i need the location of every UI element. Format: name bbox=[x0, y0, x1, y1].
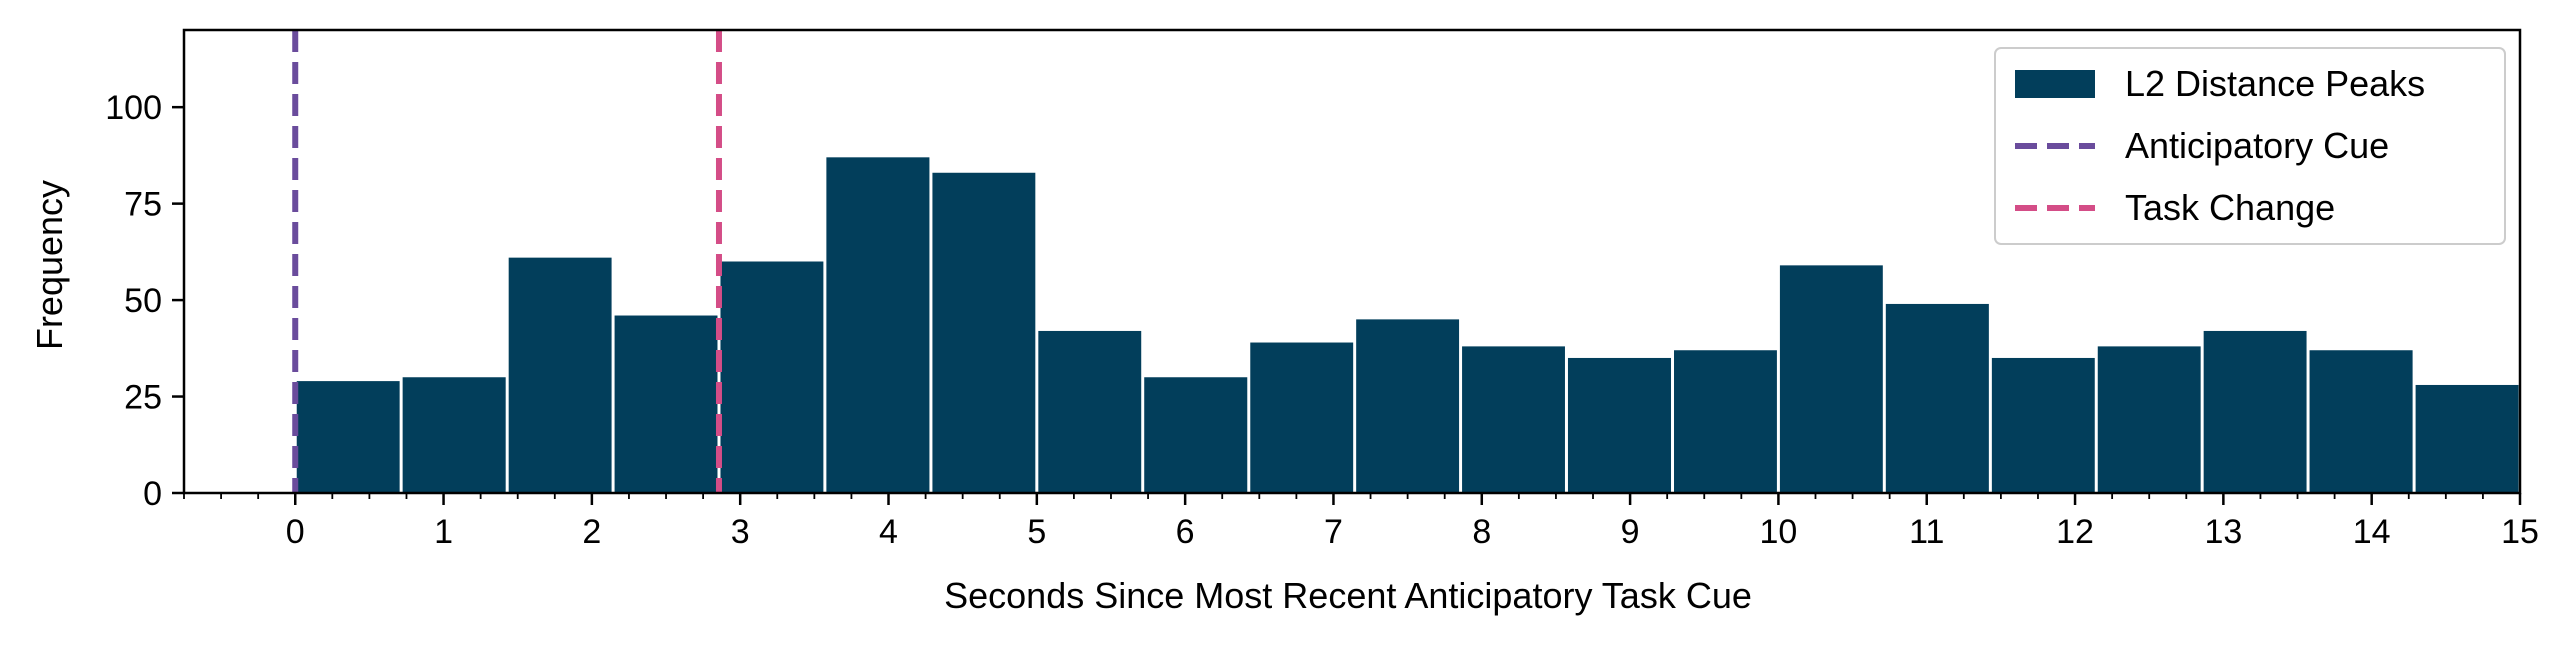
legend-label: Task Change bbox=[2125, 187, 2335, 228]
axes-layer bbox=[182, 28, 2522, 495]
histogram-bar bbox=[402, 377, 506, 493]
x-tick-label: 2 bbox=[582, 513, 601, 551]
histogram-bar bbox=[296, 381, 400, 493]
x-tick-label: 13 bbox=[2204, 513, 2242, 551]
x-axis-title: Seconds Since Most Recent Anticipatory T… bbox=[944, 575, 1752, 616]
reference-lines-layer bbox=[292, 30, 722, 493]
histogram-bar bbox=[1779, 265, 1883, 493]
bars-layer bbox=[296, 157, 2519, 493]
plot-frame bbox=[182, 28, 2522, 495]
x-tick-label: 4 bbox=[879, 513, 898, 551]
x-tick-label: 5 bbox=[1027, 513, 1046, 551]
x-tick-label: 9 bbox=[1621, 513, 1640, 551]
histogram-bar bbox=[1038, 330, 1142, 493]
legend-box bbox=[1994, 47, 2506, 245]
legend: L2 Distance Peaks Anticipatory Cue Task Ch… bbox=[1994, 47, 2506, 245]
y-tick-label: 25 bbox=[124, 379, 162, 417]
x-tick-label: 15 bbox=[2501, 513, 2539, 551]
histogram-bar bbox=[1674, 350, 1777, 493]
x-tick-label: 14 bbox=[2353, 513, 2391, 551]
histogram-bar bbox=[614, 315, 718, 493]
histogram-bar bbox=[1567, 357, 1672, 493]
x-tick-label: 8 bbox=[1472, 513, 1491, 551]
histogram-bar bbox=[2097, 346, 2201, 493]
x-tick-label: 6 bbox=[1176, 513, 1195, 551]
histogram-bar bbox=[1462, 346, 1565, 493]
histogram-bar bbox=[1991, 357, 2095, 493]
x-tick-label: 10 bbox=[1759, 513, 1797, 551]
histogram-bar bbox=[720, 261, 824, 493]
legend-label: L2 Distance Peaks bbox=[2125, 63, 2425, 104]
histogram-bar bbox=[1356, 319, 1460, 493]
histogram-bar bbox=[1250, 342, 1354, 493]
histogram-bar bbox=[508, 257, 612, 493]
histogram-bar bbox=[2309, 350, 2413, 493]
y-tick-label: 75 bbox=[124, 186, 162, 224]
x-tick-label: 3 bbox=[731, 513, 750, 551]
y-tick-label: 50 bbox=[124, 282, 162, 320]
legend-label: Anticipatory Cue bbox=[2125, 125, 2389, 166]
histogram-bar bbox=[932, 172, 1036, 493]
y-tick-label: 100 bbox=[105, 89, 162, 127]
histogram-bar bbox=[2203, 330, 2307, 493]
histogram-bar bbox=[826, 157, 930, 493]
x-tick-label: 12 bbox=[2056, 513, 2094, 551]
histogram-bar bbox=[1885, 303, 1989, 493]
y-tick-label: 0 bbox=[143, 475, 162, 513]
histogram-bar bbox=[1144, 377, 1248, 493]
x-tick-label: 0 bbox=[286, 513, 305, 551]
x-tick-label: 7 bbox=[1324, 513, 1343, 551]
y-axis-title: Frequency bbox=[29, 180, 70, 350]
histogram-bar bbox=[2415, 384, 2519, 493]
x-tick-label: 11 bbox=[1909, 513, 1944, 551]
x-tick-label: 1 bbox=[434, 513, 453, 551]
legend-swatch bbox=[2015, 70, 2095, 98]
